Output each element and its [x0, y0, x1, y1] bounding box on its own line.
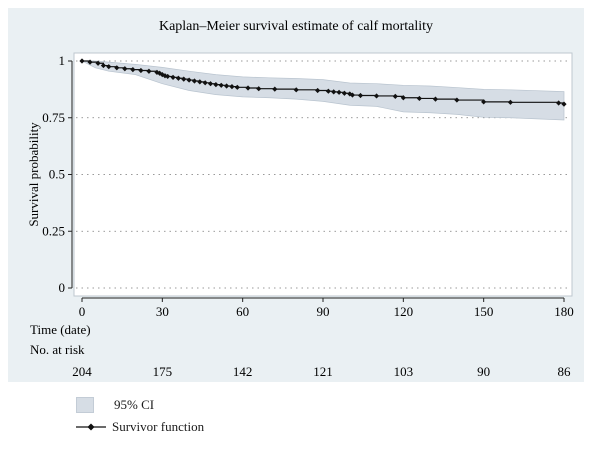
chart-title: Kaplan–Meier survival estimate of calf m…	[159, 19, 433, 34]
survivor-marker-45	[454, 97, 460, 103]
survivor-marker-34	[331, 89, 337, 95]
legend-label-ci: 95% CI	[114, 397, 155, 412]
survivor-marker-49	[561, 101, 567, 107]
survivor-marker-1	[87, 59, 93, 65]
survivor-marker-47	[507, 99, 514, 105]
survivor-marker-31	[293, 87, 299, 93]
risk-table-label: No. at risk	[30, 342, 85, 357]
censor-markers	[79, 58, 567, 107]
survivor-marker-32	[315, 87, 321, 94]
survivor-marker-5	[114, 65, 120, 71]
survivor-marker-35	[336, 89, 342, 95]
survivor-marker-26	[229, 84, 235, 90]
risk-count-0: 204	[72, 364, 92, 379]
survivor-marker-23	[213, 82, 219, 88]
x-tick-label-0: 0	[79, 304, 86, 319]
survivor-marker-40	[373, 93, 380, 99]
survivor-marker-36	[341, 90, 348, 96]
y-tick-label-0.75: 0.75	[42, 110, 65, 125]
x-tick-label-30: 30	[156, 304, 169, 319]
legend-item-survivor: Survivor function	[76, 418, 204, 436]
survivor-marker-29	[256, 86, 262, 92]
survivor-line-swatch	[76, 423, 106, 431]
legend-label-survivor: Survivor function	[112, 419, 205, 434]
y-tick-label-0: 0	[59, 280, 66, 295]
survivor-marker-48	[556, 100, 562, 106]
x-tick-label-60: 60	[236, 304, 249, 319]
survivor-marker-18	[186, 77, 192, 83]
risk-count-150: 90	[477, 364, 490, 379]
legend-item-ci: 95% CI	[76, 396, 154, 414]
survivor-marker-43	[416, 95, 422, 102]
risk-count-30: 175	[153, 364, 173, 379]
survivor-marker-28	[245, 85, 251, 91]
axes: 0 0.25 0.5 0.75 1 0 30 60 90 120 150 180	[42, 53, 574, 319]
survivor-marker-8	[138, 67, 144, 74]
survivor-marker-21	[202, 80, 208, 86]
risk-count-90: 121	[313, 364, 333, 379]
survivor-marker-14	[165, 73, 171, 80]
survivor-marker-24	[218, 82, 224, 88]
survivor-marker-30	[272, 86, 278, 92]
survivor-marker-16	[175, 75, 181, 81]
y-tick-label-1: 1	[59, 53, 66, 68]
survivor-marker-22	[207, 81, 214, 87]
survivor-marker-6	[122, 66, 128, 72]
survivor-marker-7	[130, 67, 136, 73]
survivor-marker-38	[349, 92, 356, 98]
risk-count-180: 86	[558, 364, 572, 379]
survivor-marker-0	[79, 58, 85, 64]
survivor-marker-41	[392, 93, 398, 100]
survivor-marker-42	[400, 95, 406, 101]
x-tick-label-120: 120	[394, 304, 414, 319]
risk-count-60: 142	[233, 364, 253, 379]
x-tick-label-150: 150	[474, 304, 494, 319]
survivor-marker-46	[481, 99, 487, 105]
survivor-marker-2	[95, 60, 101, 66]
legend: 95% CI Survivor function	[76, 394, 376, 442]
risk-count-120: 103	[394, 364, 414, 379]
survivor-marker-17	[181, 76, 187, 82]
survivor-marker-27	[234, 84, 240, 90]
ci-swatch	[76, 397, 94, 413]
x-axis-label: Time (date)	[30, 322, 91, 337]
survivor-marker-33	[325, 88, 331, 94]
risk-table-counts: 204 175 142 121 103 90 86	[72, 364, 571, 379]
survivor-marker-44	[432, 96, 439, 102]
y-axis-label: Survival probability	[26, 122, 41, 227]
survivor-marker-15	[170, 74, 176, 80]
survival-chart: Kaplan–Meier survival estimate of calf m…	[26, 19, 574, 379]
y-tick-label-0.25: 0.25	[42, 223, 65, 238]
x-tick-label-180: 180	[554, 304, 574, 319]
survivor-marker-3	[100, 62, 107, 69]
y-tick-label-0.5: 0.5	[49, 167, 65, 182]
survivor-marker-9	[146, 68, 152, 74]
survivor-marker-39	[357, 92, 364, 99]
x-tick-label-90: 90	[317, 304, 330, 319]
survivor-marker-4	[106, 64, 112, 70]
survivor-marker-20	[197, 79, 203, 85]
survivor-marker-25	[224, 83, 230, 89]
survivor-marker-19	[191, 78, 198, 84]
